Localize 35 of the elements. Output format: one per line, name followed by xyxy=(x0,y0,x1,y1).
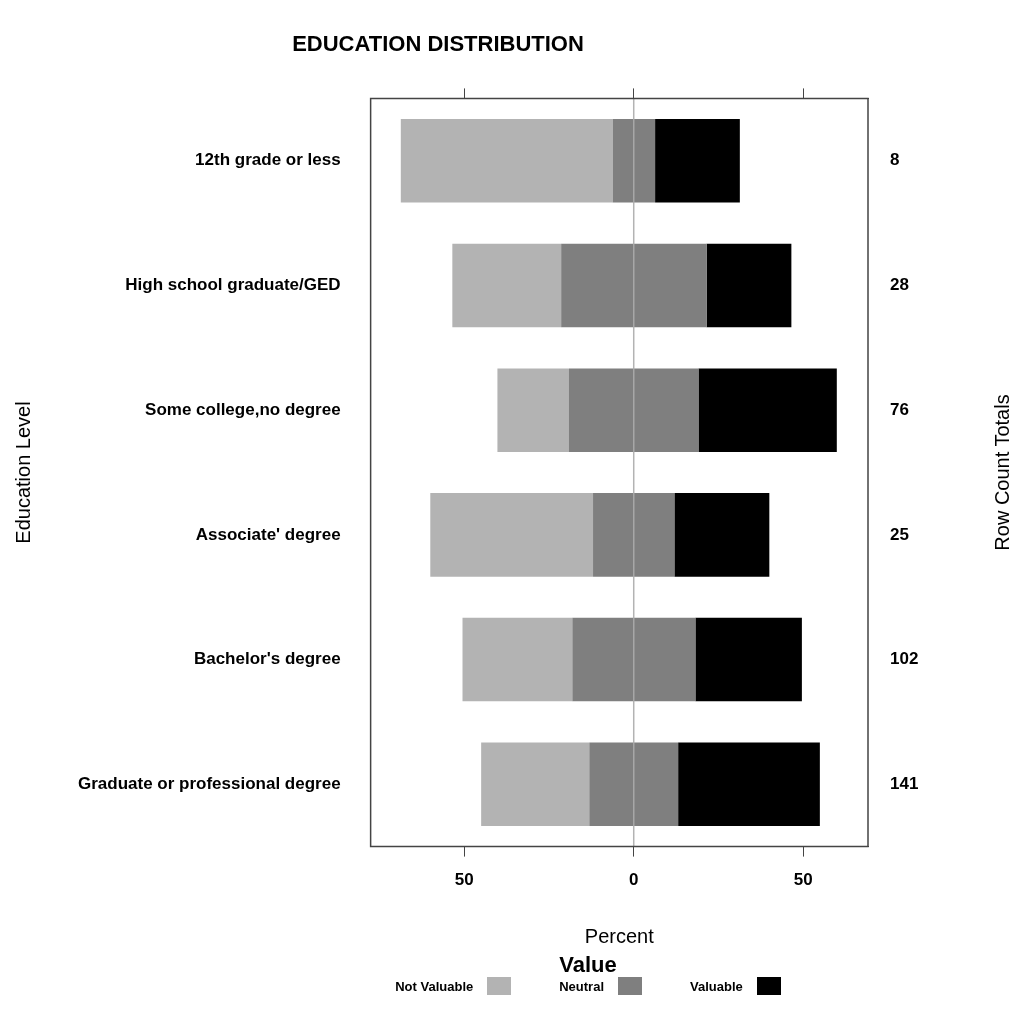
bar xyxy=(462,617,573,702)
bar xyxy=(481,742,590,827)
text: 28 xyxy=(890,275,909,295)
legend-title: Value xyxy=(558,952,618,977)
legend-label: Valuable xyxy=(690,978,743,994)
bar xyxy=(678,742,820,827)
y-tick-label: Some college,no degree xyxy=(145,399,341,419)
bar xyxy=(698,368,837,452)
y-tick-label: 12th grade or less xyxy=(195,150,341,170)
text: 25 xyxy=(890,524,909,544)
bar xyxy=(400,118,613,203)
x-tick-label: 50 xyxy=(793,870,813,890)
bar xyxy=(706,243,792,328)
y-tick-label: High school graduate/GED xyxy=(125,275,341,295)
text: 76 xyxy=(890,399,909,419)
text: 141 xyxy=(890,773,919,793)
bar xyxy=(497,368,569,452)
y-tick-label: Bachelor's degree xyxy=(193,649,341,669)
y-tick-label: Graduate or professional degree xyxy=(77,773,341,793)
text: 102 xyxy=(890,649,919,669)
text: 8 xyxy=(890,150,900,170)
y-axis-title: Education Level xyxy=(11,401,34,544)
bar xyxy=(674,493,770,577)
chart-title: EDUCATION DISTRIBUTION xyxy=(292,31,584,57)
text: Row Count Totals xyxy=(990,394,1013,551)
y-tick-label: Associate' degree xyxy=(195,524,341,544)
x-tick-label: 50 xyxy=(454,870,474,890)
bar xyxy=(430,493,594,577)
bar xyxy=(655,118,740,203)
legend-label: Not Valuable xyxy=(395,978,474,994)
bar xyxy=(452,243,562,328)
x-tick-label: 0 xyxy=(628,870,639,890)
x-axis-title: Percent xyxy=(584,924,655,947)
legend-label: Neutral xyxy=(559,978,605,994)
bar xyxy=(695,617,802,702)
